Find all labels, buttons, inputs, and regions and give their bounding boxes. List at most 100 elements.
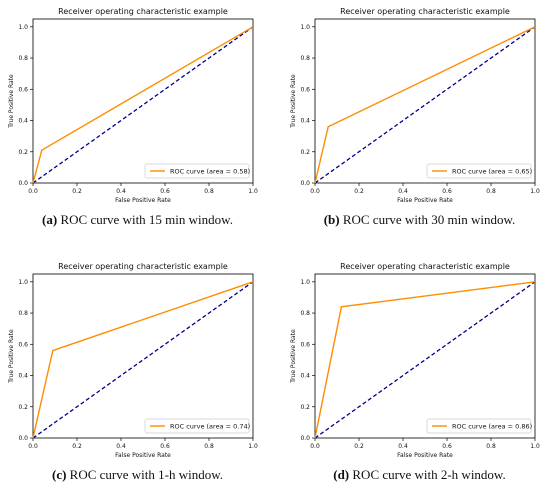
y-tick-label: 0.8 (300, 55, 310, 62)
chance-line (314, 281, 536, 439)
y-tick-label: 0.6 (300, 341, 310, 348)
x-tick-label: 0.8 (486, 443, 496, 450)
y-axis-label: True Positive Rate (8, 329, 15, 384)
x-tick-label: 1.0 (530, 443, 540, 450)
x-tick-label: 0.0 (28, 443, 38, 450)
y-axis-label: True Positive Rate (290, 74, 297, 129)
y-tick-label: 0.2 (300, 149, 310, 156)
y-tick-label: 0.8 (300, 310, 310, 317)
x-axis-label: False Positive Rate (115, 452, 171, 459)
caption-label: (b) (323, 212, 340, 227)
plot-frame (32, 18, 254, 184)
chart-title: Receiver operating characteristic exampl… (58, 7, 228, 16)
x-axis-label: False Positive Rate (397, 197, 453, 204)
x-tick-label: 1.0 (248, 188, 258, 195)
legend-box (144, 418, 250, 434)
caption-label: (c) (51, 467, 67, 482)
plot-frame (32, 273, 254, 439)
x-tick-label: 0.6 (442, 188, 452, 195)
legend-label: ROC curve (area = 0.65) (452, 167, 532, 175)
x-tick-label: 0.8 (486, 188, 496, 195)
chart-caption: (b) ROC curve with 30 min window. (282, 212, 550, 228)
chance-line (32, 281, 254, 439)
x-tick-label: 0.0 (310, 188, 320, 195)
chart-caption: (a) ROC curve with 15 min window. (0, 212, 275, 228)
x-tick-label: 0.2 (72, 443, 82, 450)
y-tick-label: 0.2 (300, 404, 310, 411)
y-tick-label: 0.8 (18, 55, 28, 62)
x-tick-label: 0.4 (398, 443, 408, 450)
legend-box (426, 163, 532, 179)
roc-curve-line (314, 26, 536, 184)
y-axis-label: True Positive Rate (8, 74, 15, 129)
y-tick-label: 1.0 (18, 279, 28, 286)
x-tick-label: 1.0 (248, 443, 258, 450)
y-tick-label: 0.4 (300, 118, 310, 125)
y-tick-label: 0.2 (18, 404, 28, 411)
roc-curve-line (32, 26, 254, 184)
chart-title: Receiver operating characteristic exampl… (58, 262, 228, 271)
x-tick-label: 0.6 (442, 443, 452, 450)
y-tick-label: 0.4 (300, 373, 310, 380)
x-tick-label: 0.6 (160, 188, 170, 195)
y-axis-label: True Positive Rate (290, 329, 297, 384)
chart-caption: (d) ROC curve with 2-h window. (282, 467, 550, 483)
y-tick-label: 0.0 (300, 180, 310, 187)
y-tick-label: 0.0 (300, 435, 310, 442)
x-tick-label: 0.8 (204, 188, 214, 195)
caption-text: ROC curve with 30 min window. (339, 212, 516, 227)
plot-frame (314, 273, 536, 439)
roc-curve-line (32, 281, 254, 439)
caption-text: ROC curve with 15 min window. (57, 212, 233, 227)
caption-label: (a) (42, 212, 58, 227)
y-tick-label: 0.0 (18, 435, 28, 442)
plot-frame (314, 18, 536, 184)
chance-line (314, 26, 536, 184)
y-tick-label: 0.8 (18, 310, 28, 317)
chart-panel: Receiver operating characteristic exampl… (282, 255, 550, 500)
chart-caption: (c) ROC curve with 1-h window. (0, 467, 275, 483)
y-tick-label: 1.0 (300, 279, 310, 286)
x-axis-label: False Positive Rate (397, 452, 453, 459)
caption-text: ROC curve with 1-h window. (66, 467, 224, 482)
y-tick-label: 0.6 (18, 86, 28, 93)
legend-label: ROC curve (area = 0.86) (452, 422, 532, 430)
roc-curve-line (314, 281, 536, 439)
x-tick-label: 0.4 (398, 188, 408, 195)
x-axis-label: False Positive Rate (115, 197, 171, 204)
chart-title: Receiver operating characteristic exampl… (340, 7, 510, 16)
chart-svg: Receiver operating characteristic exampl… (290, 7, 540, 204)
x-tick-label: 0.2 (354, 443, 364, 450)
chart-panel: Receiver operating characteristic exampl… (0, 0, 275, 245)
legend-label: ROC curve (area = 0.58) (170, 167, 250, 175)
y-tick-label: 0.4 (18, 373, 28, 380)
legend-box (426, 418, 532, 434)
chart-svg: Receiver operating characteristic exampl… (290, 262, 540, 459)
chart-svg: Receiver operating characteristic exampl… (8, 262, 258, 459)
y-tick-label: 0.4 (18, 118, 28, 125)
y-tick-label: 0.0 (18, 180, 28, 187)
chart-title: Receiver operating characteristic exampl… (340, 262, 510, 271)
y-tick-label: 1.0 (300, 24, 310, 31)
caption-text: ROC curve with 2-h window. (349, 467, 506, 482)
x-tick-label: 0.6 (160, 443, 170, 450)
y-tick-label: 0.6 (300, 86, 310, 93)
x-tick-label: 0.8 (204, 443, 214, 450)
caption-label: (d) (333, 467, 350, 482)
x-tick-label: 1.0 (530, 188, 540, 195)
legend-label: ROC curve (area = 0.74) (170, 422, 250, 430)
y-tick-label: 0.6 (18, 341, 28, 348)
x-tick-label: 0.2 (72, 188, 82, 195)
chart-panel: Receiver operating characteristic exampl… (282, 0, 550, 245)
x-tick-label: 0.4 (116, 188, 126, 195)
legend-box (144, 163, 250, 179)
x-tick-label: 0.0 (310, 443, 320, 450)
chance-line (32, 26, 254, 184)
y-tick-label: 0.2 (18, 149, 28, 156)
y-tick-label: 1.0 (18, 24, 28, 31)
x-tick-label: 0.0 (28, 188, 38, 195)
x-tick-label: 0.2 (354, 188, 364, 195)
chart-svg: Receiver operating characteristic exampl… (8, 7, 258, 204)
chart-panel: Receiver operating characteristic exampl… (0, 255, 275, 500)
x-tick-label: 0.4 (116, 443, 126, 450)
